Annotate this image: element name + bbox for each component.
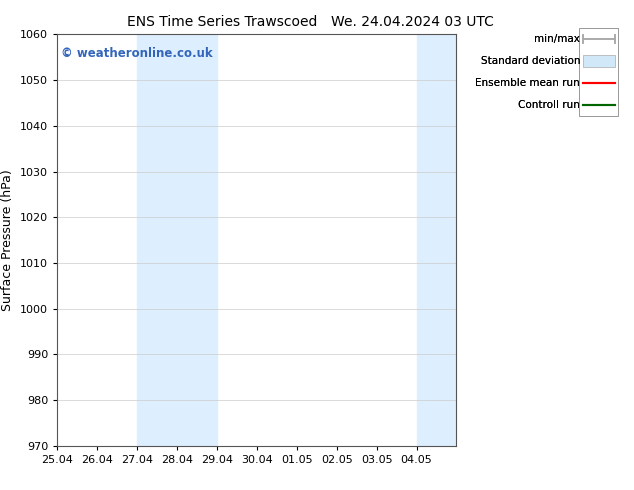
Text: min/max: min/max (534, 34, 580, 44)
Text: min/max: min/max (534, 34, 580, 44)
Text: Ensemble mean run: Ensemble mean run (476, 78, 580, 88)
Text: Ensemble mean run: Ensemble mean run (476, 78, 580, 88)
Text: © weatheronline.co.uk: © weatheronline.co.uk (61, 47, 212, 60)
Text: We. 24.04.2024 03 UTC: We. 24.04.2024 03 UTC (331, 15, 493, 29)
Text: Controll run: Controll run (518, 100, 580, 110)
Text: ENS Time Series Trawscoed: ENS Time Series Trawscoed (127, 15, 317, 29)
Text: Standard deviation: Standard deviation (481, 56, 580, 66)
Y-axis label: Surface Pressure (hPa): Surface Pressure (hPa) (1, 169, 15, 311)
Bar (417, 34, 456, 446)
Text: Controll run: Controll run (518, 100, 580, 110)
Text: Standard deviation: Standard deviation (481, 56, 580, 66)
Bar (137, 34, 217, 446)
